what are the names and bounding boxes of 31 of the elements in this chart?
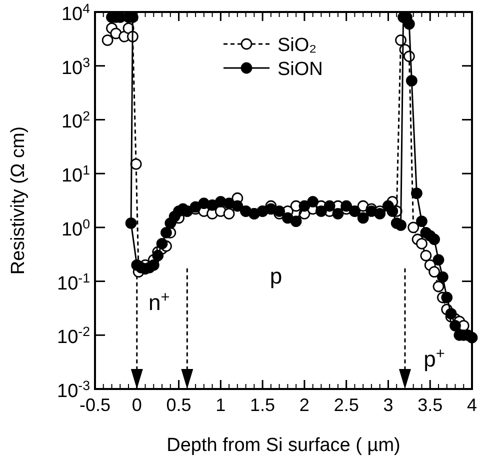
legend-label: SiO₂	[278, 35, 317, 56]
point	[102, 34, 114, 46]
x-tick-label: 2.5	[334, 395, 359, 415]
x-axis-title: Depth from Si surface ( µm)	[166, 435, 400, 456]
y-tick-label: 10$^{0}$	[61, 216, 90, 240]
legend-label: SiON	[278, 59, 323, 80]
point	[432, 280, 444, 292]
y-tick-label: 10$^{4}$	[61, 0, 90, 25]
x-tick-label: 4	[466, 395, 478, 415]
annotation: n$^{+}$	[148, 288, 170, 315]
point	[130, 158, 142, 170]
x-tick-label: 0.5	[166, 395, 192, 415]
y-tick-label: 10$^{-1}$	[57, 270, 90, 294]
y-tick-label: 10$^{3}$	[61, 54, 90, 79]
annotation: p	[270, 263, 282, 288]
annotation: p$^{+}$	[424, 344, 445, 372]
x-tick-label: 3.5	[418, 395, 443, 415]
y-tick-label: 10$^{-2}$	[57, 324, 90, 348]
y-axis-title: Resistivity (Ω cm)	[8, 126, 29, 275]
point	[416, 238, 428, 250]
y-tick-label: 10$^{1}$	[61, 162, 90, 187]
point	[408, 222, 420, 234]
x-tick-label: 0	[132, 395, 142, 415]
x-tick-label: 1.5	[250, 395, 276, 415]
y-tick-label: 10$^{2}$	[61, 108, 90, 133]
point	[420, 250, 432, 262]
point	[223, 208, 235, 220]
x-tick-label: 1	[216, 395, 226, 415]
point	[428, 266, 440, 278]
x-tick-label: 2	[299, 395, 310, 415]
x-tick-label: 3	[383, 395, 394, 415]
